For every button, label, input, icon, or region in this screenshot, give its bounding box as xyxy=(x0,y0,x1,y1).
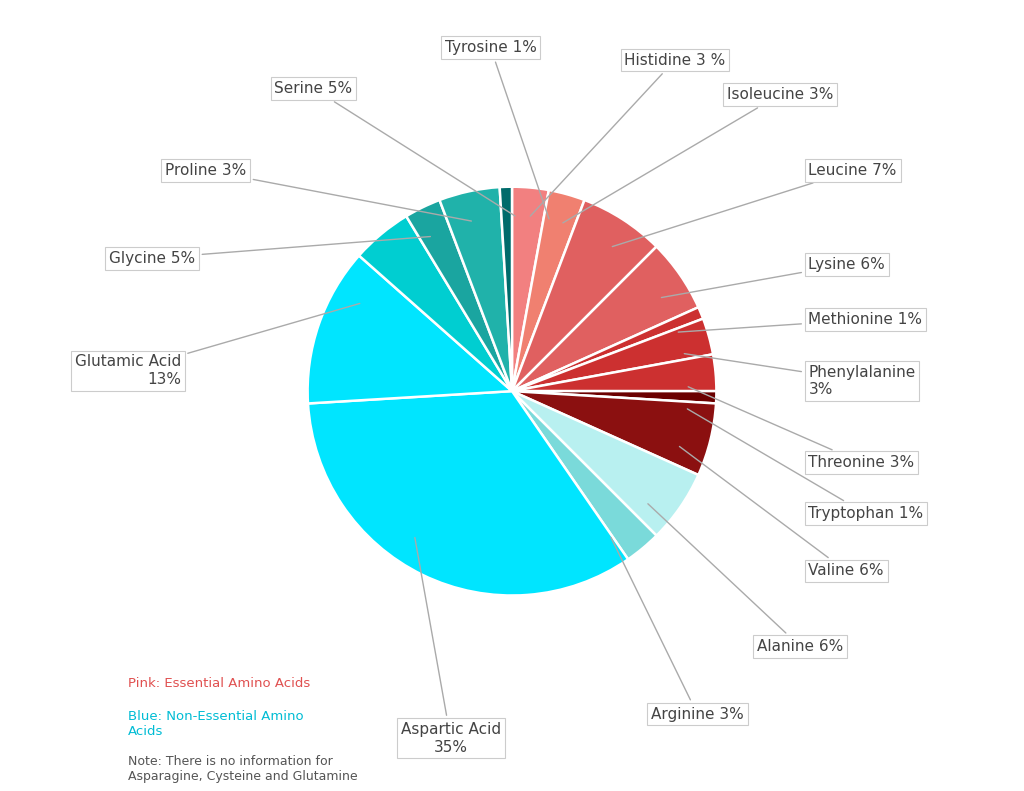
Wedge shape xyxy=(512,247,698,391)
Text: Leucine 7%: Leucine 7% xyxy=(612,163,897,247)
Text: Tyrosine 1%: Tyrosine 1% xyxy=(444,40,549,219)
Wedge shape xyxy=(512,200,656,391)
Text: Lysine 6%: Lysine 6% xyxy=(662,257,885,297)
Text: Note: There is no information for
Asparagine, Cysteine and Glutamine: Note: There is no information for Aspara… xyxy=(128,755,357,783)
Wedge shape xyxy=(439,187,512,391)
Wedge shape xyxy=(512,354,717,391)
Text: Methionine 1%: Methionine 1% xyxy=(678,312,923,332)
Text: Blue: Non-Essential Amino
Acids: Blue: Non-Essential Amino Acids xyxy=(128,710,303,738)
Wedge shape xyxy=(308,391,628,596)
Wedge shape xyxy=(307,255,512,403)
Wedge shape xyxy=(500,187,512,391)
Text: Alanine 6%: Alanine 6% xyxy=(648,504,844,654)
Text: Proline 3%: Proline 3% xyxy=(165,163,471,221)
Text: Glycine 5%: Glycine 5% xyxy=(110,237,430,266)
Text: Threonine 3%: Threonine 3% xyxy=(688,387,914,470)
Wedge shape xyxy=(512,391,698,536)
Wedge shape xyxy=(512,391,716,475)
Text: Isoleucine 3%: Isoleucine 3% xyxy=(563,87,833,223)
Wedge shape xyxy=(512,187,549,391)
Text: Glutamic Acid
13%: Glutamic Acid 13% xyxy=(75,304,359,387)
Text: Phenylalanine
3%: Phenylalanine 3% xyxy=(684,354,915,397)
Wedge shape xyxy=(512,190,585,391)
Wedge shape xyxy=(512,391,656,559)
Wedge shape xyxy=(512,307,703,391)
Text: Valine 6%: Valine 6% xyxy=(680,446,884,578)
Wedge shape xyxy=(407,200,512,391)
Text: Tryptophan 1%: Tryptophan 1% xyxy=(687,409,924,521)
Wedge shape xyxy=(359,216,512,391)
Text: Histidine 3 %: Histidine 3 % xyxy=(530,52,726,216)
Wedge shape xyxy=(512,319,713,391)
Text: Arginine 3%: Arginine 3% xyxy=(611,537,743,721)
Text: Aspartic Acid
35%: Aspartic Acid 35% xyxy=(400,538,501,755)
Wedge shape xyxy=(512,391,717,403)
Text: Pink: Essential Amino Acids: Pink: Essential Amino Acids xyxy=(128,677,310,691)
Text: Serine 5%: Serine 5% xyxy=(274,81,515,216)
